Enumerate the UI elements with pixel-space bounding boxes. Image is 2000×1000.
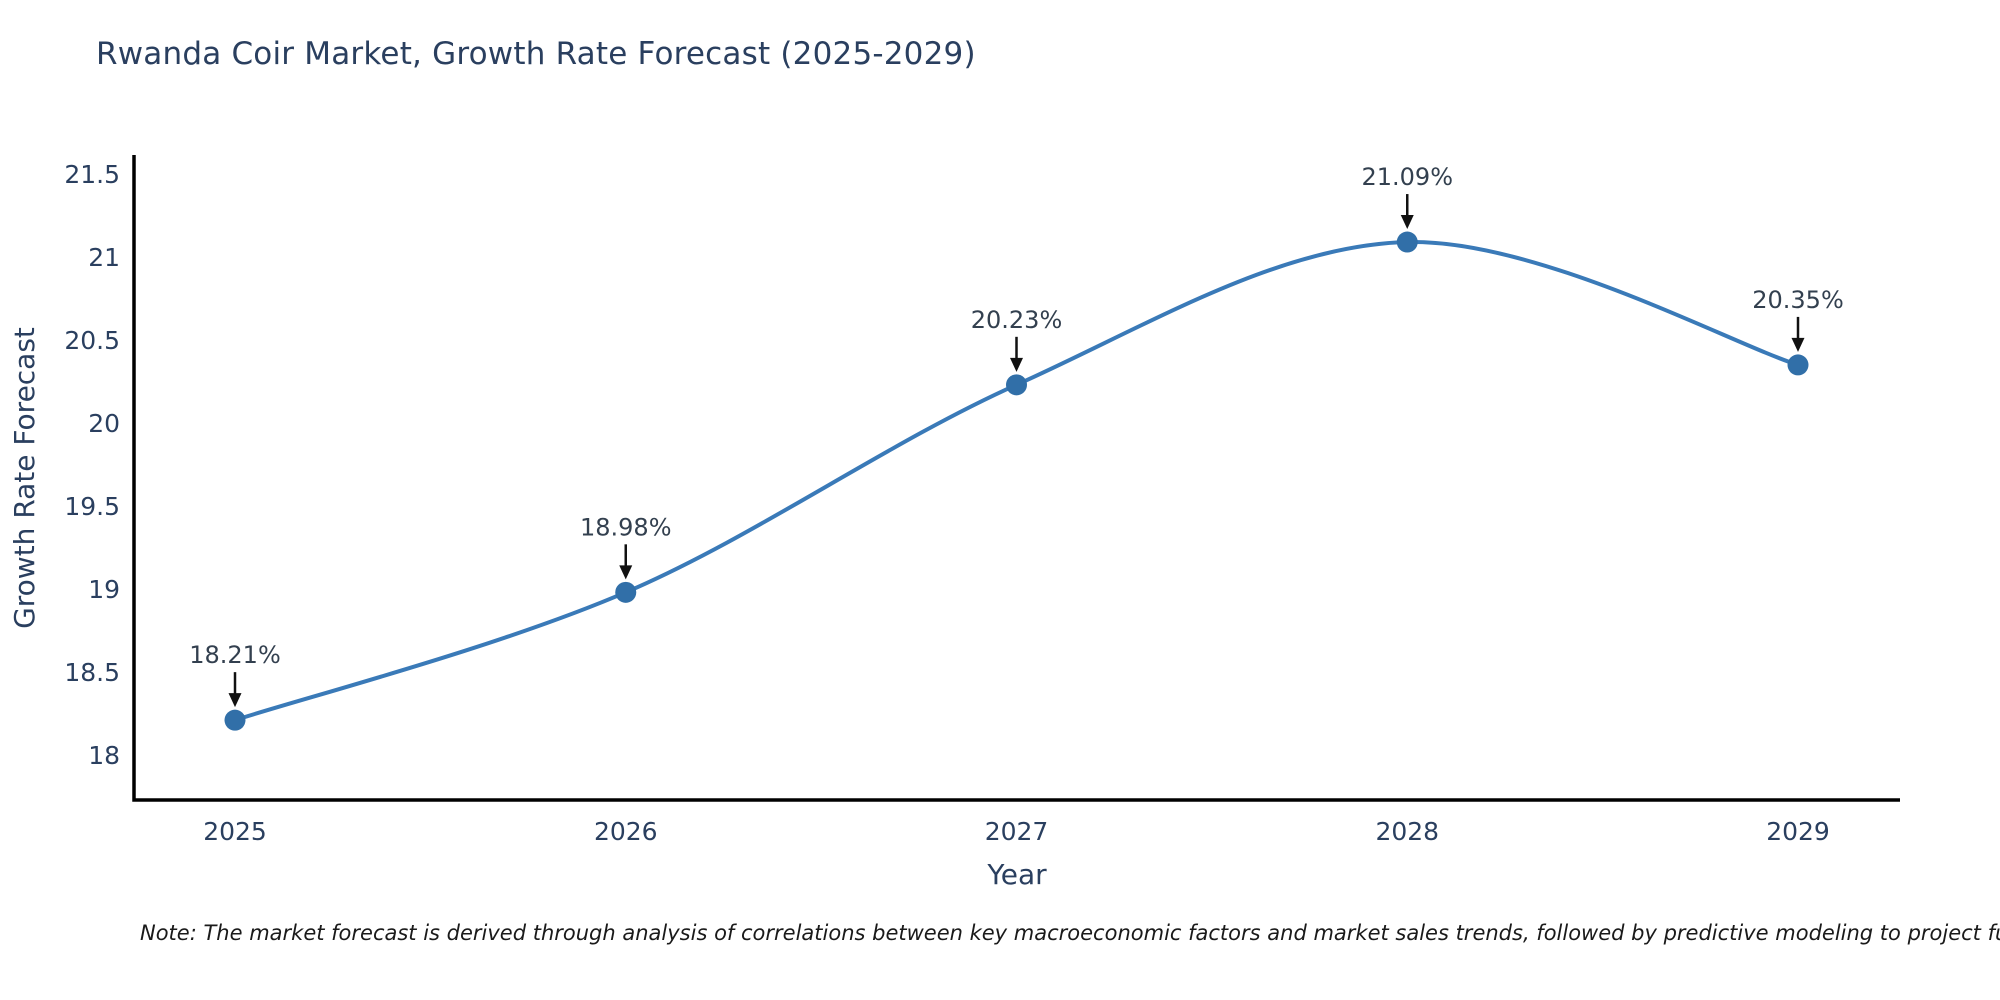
- y-axis-title: Growth Rate Forecast: [8, 327, 41, 629]
- x-tick-label: 2028: [1375, 817, 1439, 846]
- chart-title: Rwanda Coir Market, Growth Rate Forecast…: [96, 36, 976, 72]
- annotation-arrowhead: [228, 693, 242, 708]
- annotation-arrowhead: [1791, 337, 1805, 352]
- x-axis-title: Year: [986, 858, 1047, 891]
- data-point-marker: [224, 709, 246, 731]
- y-tick-label: 18.5: [64, 658, 120, 687]
- y-tick-label: 19.5: [64, 492, 120, 521]
- y-tick-label: 18: [88, 741, 120, 770]
- data-point-label: 20.35%: [1752, 286, 1844, 314]
- x-tick-label: 2025: [203, 817, 267, 846]
- y-tick-label: 20.5: [64, 326, 120, 355]
- data-point-marker: [1787, 354, 1809, 376]
- data-point-label: 20.23%: [971, 306, 1063, 334]
- x-tick-label: 2026: [594, 817, 658, 846]
- y-tick-label: 21.5: [64, 160, 120, 189]
- annotation-arrowhead: [1400, 215, 1414, 230]
- data-point-label: 18.98%: [580, 513, 672, 541]
- annotation-arrowhead: [1010, 357, 1023, 372]
- x-tick-label: 2027: [985, 817, 1049, 846]
- data-point-marker: [615, 581, 637, 603]
- x-tick-label: 2029: [1766, 817, 1830, 846]
- footnote: Note: The market forecast is derived thr…: [140, 921, 2000, 945]
- y-tick-label: 20: [88, 409, 120, 438]
- annotation-arrowhead: [619, 565, 633, 580]
- data-point-marker: [1006, 374, 1027, 396]
- y-tick-label: 21: [88, 243, 120, 272]
- y-tick-label: 19: [88, 575, 120, 604]
- axes: [132, 155, 1900, 802]
- data-point-label: 18.21%: [189, 641, 281, 669]
- data-point-label: 21.09%: [1361, 163, 1453, 191]
- data-point-marker: [1396, 231, 1418, 253]
